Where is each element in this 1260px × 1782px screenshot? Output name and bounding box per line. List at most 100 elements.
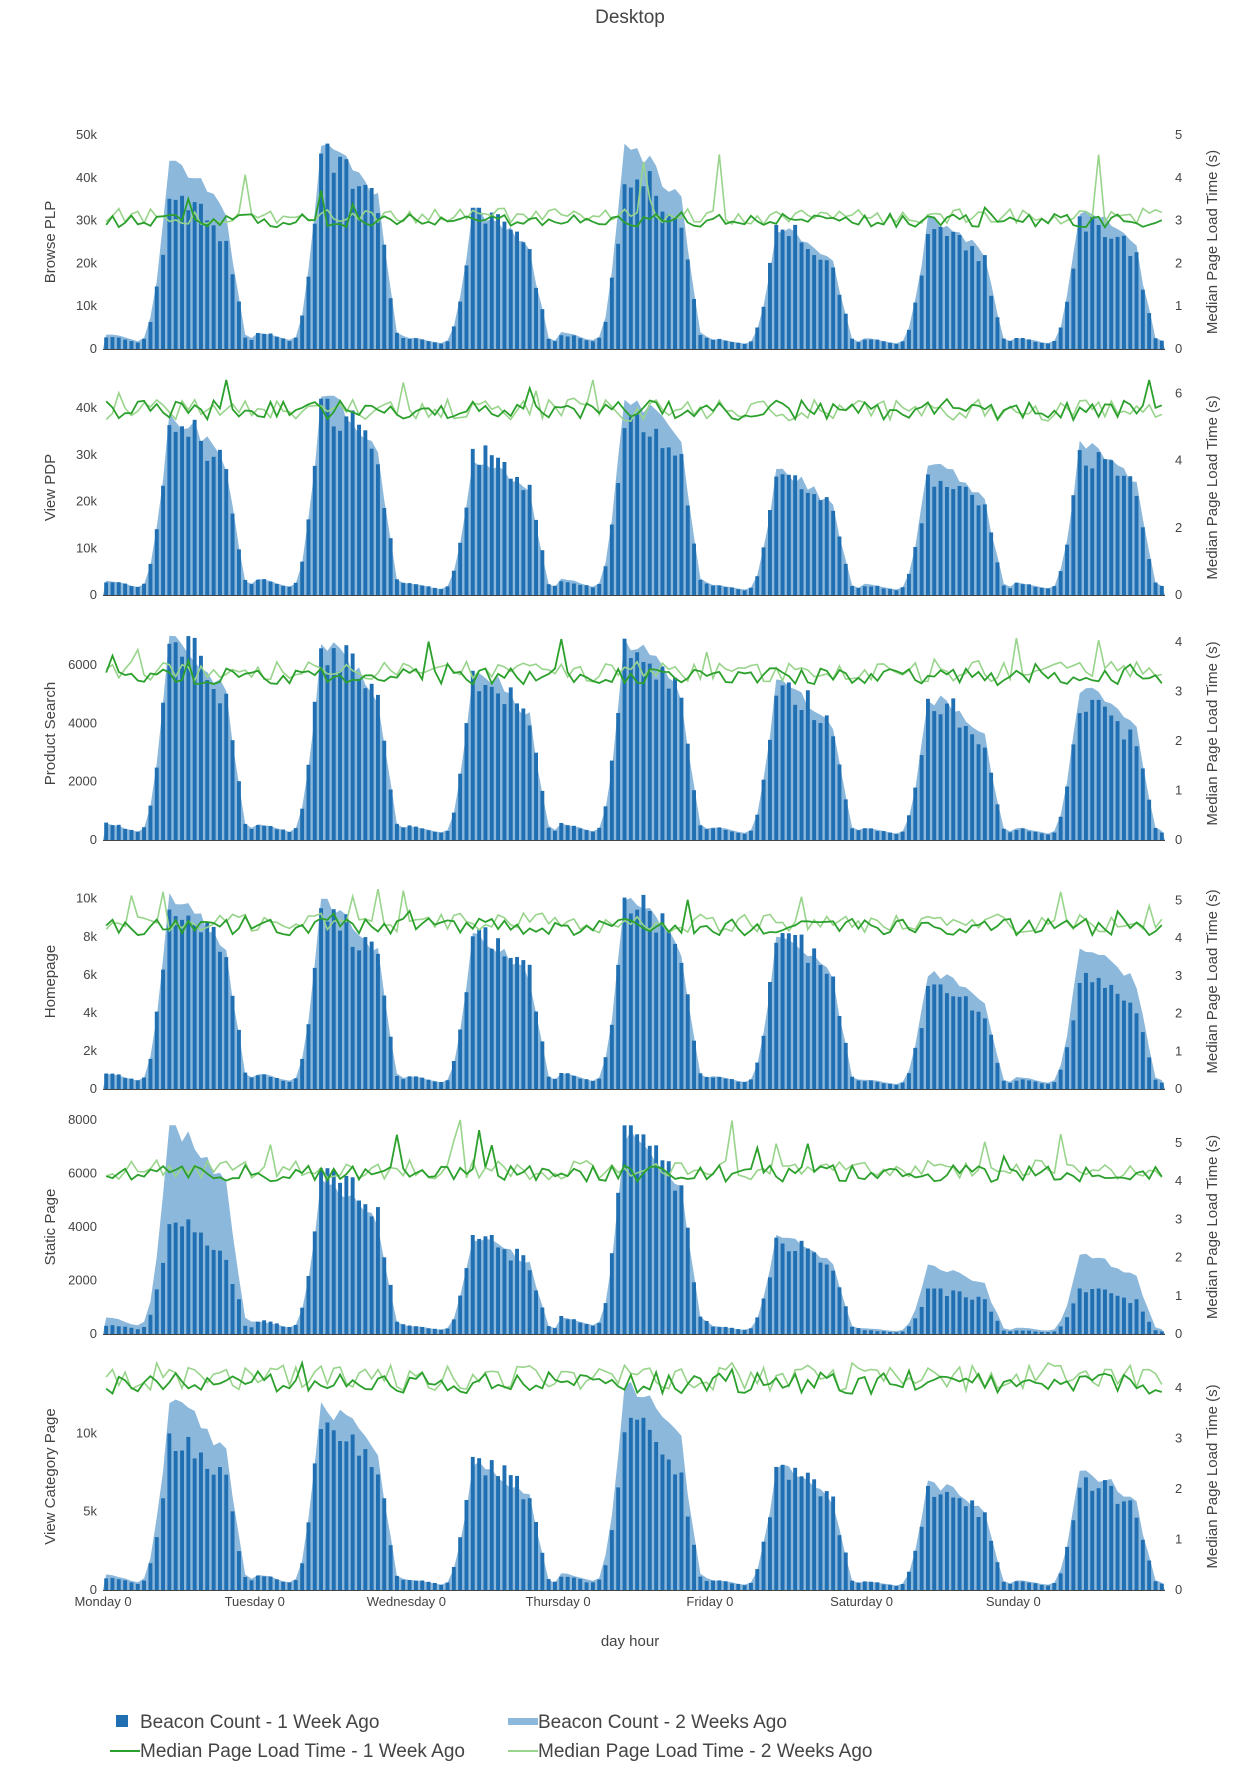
- legend-item[interactable]: Median Page Load Time - 1 Week Ago: [110, 1741, 465, 1762]
- right-tick-label: 0: [1175, 1582, 1182, 1597]
- bar: [1020, 1581, 1025, 1590]
- bar: [135, 1583, 140, 1590]
- bar: [565, 1319, 570, 1334]
- beacon-1w-bars: [104, 636, 1164, 840]
- bar: [616, 243, 621, 349]
- right-tick-label: 2: [1175, 1481, 1182, 1496]
- bar: [875, 585, 880, 595]
- bar: [584, 1582, 589, 1590]
- bar: [382, 244, 387, 349]
- bar: [249, 584, 254, 595]
- bar: [382, 1498, 387, 1590]
- bar: [502, 956, 507, 1089]
- bar: [287, 832, 292, 840]
- bar: [527, 725, 532, 840]
- bar: [711, 585, 715, 595]
- legend[interactable]: Beacon Count - 1 Week Ago Beacon Count - …: [110, 1712, 872, 1762]
- bar: [445, 1328, 450, 1334]
- bar: [414, 1076, 418, 1089]
- bar: [591, 1325, 595, 1334]
- bar: [1001, 1581, 1006, 1590]
- bar: [805, 1248, 810, 1334]
- bar: [508, 957, 513, 1089]
- bar: [451, 326, 456, 349]
- bar: [154, 1537, 159, 1590]
- bar: [218, 449, 222, 595]
- bar: [167, 198, 172, 349]
- bar: [831, 510, 836, 595]
- bar: [483, 223, 488, 349]
- beacon-1w-bars: [104, 143, 1164, 349]
- bar: [856, 1080, 861, 1089]
- bar: [534, 519, 538, 595]
- bar: [799, 710, 804, 840]
- bar: [458, 1295, 463, 1334]
- bar: [407, 1325, 412, 1334]
- bar: [243, 579, 248, 595]
- bar: [407, 1076, 412, 1089]
- bar: [508, 687, 513, 840]
- bar: [369, 941, 374, 1089]
- load-time-2w-line: [105, 154, 1163, 226]
- bar: [300, 808, 305, 840]
- bar: [1001, 1330, 1006, 1334]
- bar: [919, 275, 924, 349]
- bar: [338, 1441, 342, 1590]
- bar: [395, 1076, 399, 1089]
- chart-title: Desktop: [595, 7, 665, 28]
- bar: [281, 1581, 286, 1590]
- bar: [470, 1235, 475, 1334]
- right-tick-label: 4: [1175, 930, 1182, 945]
- bar: [350, 188, 355, 349]
- bar: [426, 341, 431, 349]
- right-axis-title: Median Page Load Time (s): [1204, 889, 1221, 1073]
- left-tick-label: 10k: [76, 540, 97, 555]
- bar: [268, 826, 273, 840]
- bar: [148, 322, 153, 349]
- bar: [679, 227, 684, 349]
- bar: [957, 1498, 962, 1590]
- legend-item[interactable]: Median Page Load Time - 2 Weeks Ago: [508, 1741, 872, 1762]
- bar: [622, 184, 627, 349]
- bar: [723, 829, 728, 840]
- bar: [167, 425, 172, 595]
- bar: [205, 1468, 210, 1590]
- x-tick-label: Saturday 0: [830, 1594, 893, 1609]
- bar: [907, 1326, 911, 1334]
- bar: [730, 1583, 734, 1590]
- beacon-2w-area: [103, 143, 1165, 349]
- bar: [489, 686, 494, 840]
- bar: [749, 830, 753, 840]
- bar: [1020, 1079, 1025, 1089]
- legend-item[interactable]: Beacon Count - 1 Week Ago: [116, 1712, 379, 1733]
- bar: [344, 1176, 349, 1334]
- bar: [363, 1449, 368, 1590]
- bar: [129, 829, 134, 840]
- bar: [1096, 452, 1101, 595]
- bar: [780, 229, 785, 349]
- bar: [363, 937, 368, 1089]
- bar: [142, 583, 146, 595]
- legend-item[interactable]: Beacon Count - 2 Weeks Ago: [508, 1712, 787, 1733]
- bar: [597, 1579, 602, 1590]
- bar: [1014, 1080, 1019, 1089]
- bar: [641, 432, 646, 595]
- bar: [951, 489, 956, 595]
- bar: [426, 1328, 431, 1334]
- bar: [167, 643, 172, 840]
- legend-swatch: [116, 1715, 128, 1727]
- bar: [805, 492, 810, 595]
- bar: [306, 1522, 311, 1590]
- bar: [1027, 1330, 1031, 1334]
- legend-swatch: [508, 1718, 538, 1725]
- bar: [913, 1047, 918, 1089]
- bar: [300, 1563, 305, 1590]
- bar: [685, 1227, 690, 1334]
- bar: [325, 398, 330, 595]
- bar: [489, 212, 494, 349]
- load-time-1w-line: [105, 1359, 1163, 1397]
- bar: [1103, 987, 1107, 1089]
- bar: [742, 343, 747, 349]
- bar: [376, 953, 380, 1089]
- x-tick-label: Thursday 0: [526, 1594, 591, 1609]
